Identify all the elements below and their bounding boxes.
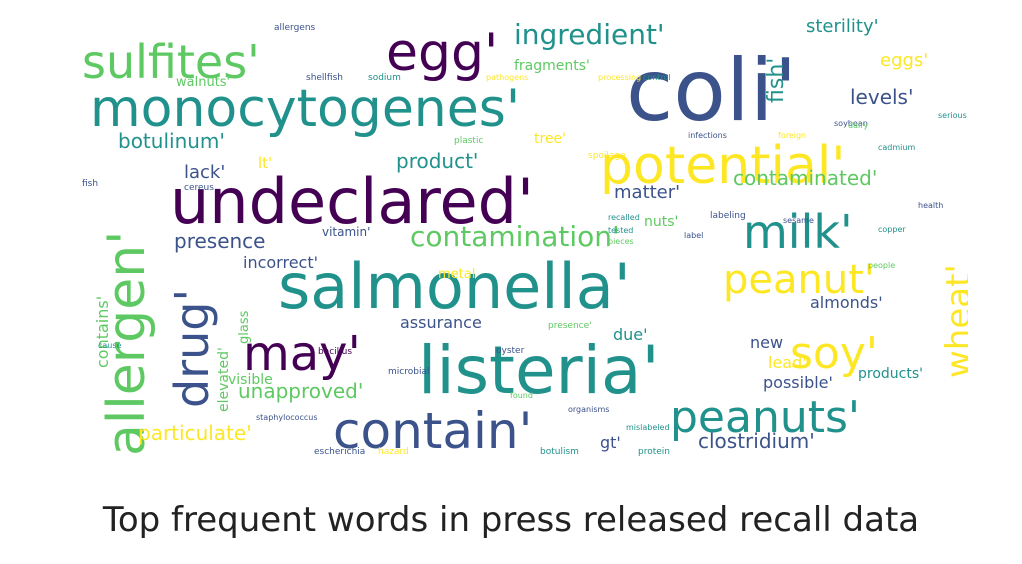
- word-8: contain': [333, 402, 532, 458]
- word-27: levels': [850, 85, 913, 109]
- word-64: recalled: [608, 213, 640, 222]
- word-72: cadmium: [878, 143, 915, 152]
- word-65: tested: [608, 226, 633, 235]
- word-62: sodium: [368, 73, 401, 83]
- word-28: sterility': [806, 16, 879, 37]
- word-43: lead': [768, 353, 807, 372]
- word-34: assurance: [400, 313, 482, 332]
- word-60: staphylococcus: [256, 413, 318, 422]
- word-84: presence': [548, 321, 592, 331]
- word-50: gt': [600, 433, 621, 452]
- word-76: label: [684, 231, 703, 240]
- word-48: glass: [237, 310, 252, 344]
- word-17: wheat': [939, 264, 968, 378]
- word-89: serious: [938, 111, 967, 120]
- word-32: fish': [764, 58, 789, 103]
- word-79: spoilage: [588, 151, 626, 161]
- word-7: potential': [600, 136, 846, 196]
- word-81: control: [643, 73, 671, 82]
- word-20: contaminated': [733, 166, 877, 190]
- word-78: pieces: [608, 237, 634, 246]
- word-80: oyster: [496, 346, 525, 356]
- word-86: health: [918, 201, 943, 210]
- word-cloud: coli' undeclared' listeria' salmonella' mono…: [78, 8, 968, 458]
- word-2: undeclared': [170, 165, 534, 238]
- word-47: visible: [228, 372, 273, 388]
- word-21: product': [396, 149, 478, 173]
- word-30: matter': [614, 182, 680, 203]
- word-18: contamination': [410, 220, 620, 253]
- word-33: incorrect': [243, 253, 318, 272]
- word-82: bacillus: [318, 347, 352, 357]
- word-66: found: [510, 391, 533, 400]
- word-39: fragments': [514, 58, 590, 74]
- word-68: labeling: [710, 211, 746, 221]
- word-35: almonds': [810, 293, 883, 312]
- word-55: botulism: [540, 447, 579, 457]
- word-40: walnuts': [176, 75, 230, 90]
- word-51: lt': [258, 154, 272, 172]
- word-57: processing: [598, 73, 641, 82]
- word-12: may': [243, 326, 361, 382]
- word-31: lack': [184, 162, 225, 183]
- word-3: listeria': [418, 332, 660, 409]
- word-6: allergen': [97, 231, 157, 456]
- word-87: people: [868, 261, 895, 270]
- word-cloud-canvas: coli' undeclared' listeria' salmonella' mono…: [82, 16, 968, 458]
- word-42: new: [750, 333, 783, 352]
- word-29: eggs': [880, 50, 928, 71]
- word-14: sulfites': [82, 35, 260, 89]
- word-26: presence: [174, 229, 265, 253]
- word-41: due': [613, 325, 648, 344]
- word-77: copper: [878, 225, 906, 234]
- chart-title: Top frequent words in press released rec…: [102, 500, 920, 540]
- word-88: cause: [98, 341, 122, 350]
- word-46: tree': [534, 131, 566, 147]
- word-24: particulate': [138, 421, 252, 445]
- word-70: mislabeled: [626, 423, 670, 432]
- word-59: escherichia: [314, 447, 365, 457]
- word-4: salmonella': [278, 250, 631, 323]
- word-71: organisms: [568, 405, 609, 414]
- word-38: possible': [763, 373, 833, 392]
- word-61: microbial: [388, 367, 429, 377]
- word-9: egg': [386, 23, 498, 83]
- word-22: botulinum': [118, 129, 225, 153]
- word-69: dairy: [848, 121, 868, 130]
- word-23: unapproved': [238, 379, 363, 403]
- word-67: hazard: [378, 447, 409, 457]
- word-15: soy': [790, 328, 878, 379]
- word-54: allergens: [274, 23, 316, 33]
- word-53: fish: [82, 179, 98, 189]
- word-45: nuts': [644, 214, 678, 230]
- word-49: metal: [438, 267, 475, 282]
- word-85: foreign: [778, 131, 806, 140]
- word-52: vitamin': [322, 225, 370, 239]
- word-44: products': [858, 366, 923, 382]
- word-63: soybean: [834, 119, 868, 128]
- word-75: protein: [638, 447, 670, 457]
- word-83: cereus: [184, 183, 214, 193]
- word-90: infections: [688, 131, 727, 140]
- word-11: peanuts': [670, 392, 860, 443]
- word-74: shellfish: [306, 73, 343, 83]
- word-5: monocytogenes': [90, 79, 520, 139]
- word-10: milk': [743, 205, 853, 259]
- word-58: pathogens: [486, 73, 528, 82]
- word-56: plastic: [454, 136, 483, 146]
- word-13: drug': [165, 289, 219, 408]
- word-25: clostridium': [698, 429, 815, 453]
- word-73: sesame: [783, 216, 814, 225]
- word-16: peanut': [723, 257, 875, 303]
- word-36: contains': [93, 296, 112, 368]
- word-37: elevated': [216, 347, 232, 412]
- word-1: coli': [626, 41, 797, 141]
- word-19: ingredient': [514, 18, 665, 51]
